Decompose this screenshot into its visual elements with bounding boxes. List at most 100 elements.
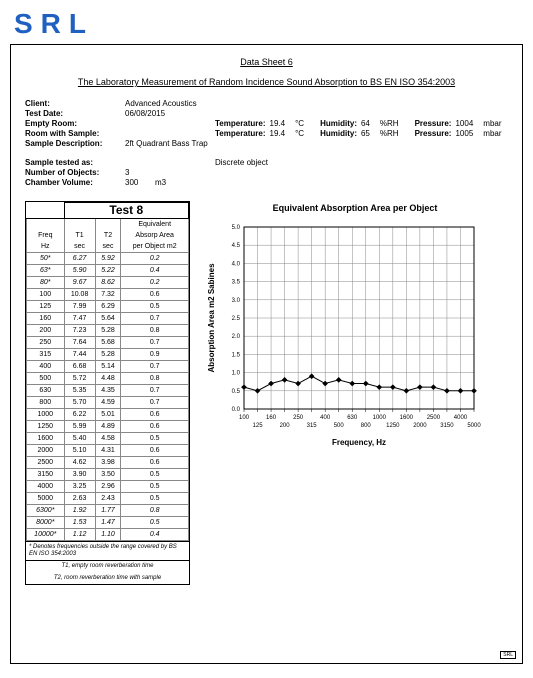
table-cell: 0.8: [121, 373, 189, 385]
table-cell: 0.5: [121, 469, 189, 481]
table-cell: 5.72: [64, 373, 95, 385]
table-cell: 200: [27, 325, 65, 337]
table-cell: 50*: [27, 253, 65, 265]
table-cell: 80*: [27, 277, 65, 289]
table-cell: 7.32: [95, 289, 121, 301]
table-cell: 5.99: [64, 421, 95, 433]
svg-text:2.0: 2.0: [232, 334, 241, 340]
table-cell: 1.10: [95, 529, 121, 541]
hum-label: Humidity:: [320, 119, 357, 128]
room-sample-label: Room with Sample:: [25, 129, 125, 138]
table-cell: 0.6: [121, 409, 189, 421]
data-table: Test 8 FreqHz T1sec T2sec Equivalent Abs…: [25, 201, 190, 585]
table-cell: 4.62: [64, 457, 95, 469]
table-cell: 10.08: [64, 289, 95, 301]
table-cell: 2500: [27, 457, 65, 469]
table-row: 10000*1.121.100.4: [27, 529, 189, 541]
table-row: 2507.645.680.7: [27, 337, 189, 349]
table-cell: 2.43: [95, 493, 121, 505]
table-cell: 5.92: [95, 253, 121, 265]
table-cell: 5.70: [64, 397, 95, 409]
table-cell: 0.4: [121, 265, 189, 277]
svg-text:0.0: 0.0: [232, 407, 241, 413]
table-cell: 6.22: [64, 409, 95, 421]
th-t1: T1: [76, 232, 84, 239]
svg-text:0.5: 0.5: [232, 389, 241, 395]
table-row: 10006.225.010.6: [27, 409, 189, 421]
test-date-row: Test Date: 06/08/2015: [25, 109, 508, 118]
svg-text:1250: 1250: [386, 423, 400, 429]
svg-text:400: 400: [320, 415, 331, 421]
table-cell: 5.28: [95, 325, 121, 337]
table-row: 20005.104.310.6: [27, 445, 189, 457]
table-row: 63*5.905.220.4: [27, 265, 189, 277]
table-cell: 0.6: [121, 445, 189, 457]
table-cell: 0.5: [121, 301, 189, 313]
sample-desc-row: Sample Description: 2ft Quadrant Bass Tr…: [25, 139, 508, 148]
svg-text:Frequency, Hz: Frequency, Hz: [332, 438, 386, 447]
table-cell: 6.29: [95, 301, 121, 313]
svg-text:2000: 2000: [413, 423, 427, 429]
table-row: 80*9.678.620.2: [27, 277, 189, 289]
svg-text:500: 500: [334, 423, 345, 429]
table-row: 8000*1.531.470.5: [27, 517, 189, 529]
table-cell: 0.7: [121, 337, 189, 349]
table-cell: 1600: [27, 433, 65, 445]
svg-text:3150: 3150: [440, 423, 454, 429]
table-cell: 5.22: [95, 265, 121, 277]
table-cell: 0.7: [121, 385, 189, 397]
table-cell: 500: [27, 373, 65, 385]
table-cell: 9.67: [64, 277, 95, 289]
table-cell: 5.01: [95, 409, 121, 421]
th-t2: T2: [104, 232, 112, 239]
pres-label: Pressure:: [415, 119, 452, 128]
table-cell: 5.40: [64, 433, 95, 445]
table-cell: 800: [27, 397, 65, 409]
table-row: 3157.445.280.9: [27, 349, 189, 361]
table-cell: 0.6: [121, 421, 189, 433]
sample-desc-value: 2ft Quadrant Bass Trap: [125, 139, 208, 148]
th-eq2: Absorp Area: [135, 232, 174, 239]
table-cell: 7.47: [64, 313, 95, 325]
table-cell: 2.63: [64, 493, 95, 505]
svg-text:315: 315: [307, 423, 318, 429]
svg-text:1.0: 1.0: [232, 371, 241, 377]
svg-text:2.5: 2.5: [232, 316, 241, 322]
table-row: 2007.235.280.8: [27, 325, 189, 337]
empty-hum-u: %RH: [380, 119, 399, 128]
svg-text:5.0: 5.0: [232, 225, 241, 231]
table-cell: 250: [27, 337, 65, 349]
svg-text:200: 200: [280, 423, 291, 429]
table-cell: 4000: [27, 481, 65, 493]
svg-text:100: 100: [239, 415, 250, 421]
hum-label-2: Humidity:: [320, 129, 357, 138]
table-cell: 5.14: [95, 361, 121, 373]
temp-label-2: Temperature:: [215, 129, 266, 138]
table-cell: 6.27: [64, 253, 95, 265]
th-eq3: per Object m2: [133, 243, 177, 250]
th-freq: Freq: [38, 232, 52, 239]
table-cell: 0.5: [121, 481, 189, 493]
footnote-3: T2, room reverberation time with sample: [26, 573, 189, 584]
sample-hum: 65: [361, 129, 370, 138]
empty-hum: 64: [361, 119, 370, 128]
table-cell: 0.5: [121, 433, 189, 445]
sample-tested-label: Sample tested as:: [25, 158, 125, 167]
table-row: 4006.685.140.7: [27, 361, 189, 373]
absorption-chart: 0.00.51.01.52.02.53.03.54.04.55.01001251…: [202, 219, 482, 449]
empty-pres-u: mbar: [483, 119, 501, 128]
svg-text:125: 125: [253, 423, 264, 429]
svg-text:1.5: 1.5: [232, 352, 241, 358]
table-cell: 8000*: [27, 517, 65, 529]
table-row: 6300*1.921.770.8: [27, 505, 189, 517]
chart-container: Equivalent Absorption Area per Object 0.…: [202, 201, 508, 585]
table-cell: 63*: [27, 265, 65, 277]
sample-pres: 1005: [455, 129, 473, 138]
empty-pres: 1004: [455, 119, 473, 128]
table-row: 40003.252.960.5: [27, 481, 189, 493]
svg-text:1600: 1600: [400, 415, 414, 421]
empty-temp: 19.4: [270, 119, 286, 128]
table-cell: 5.90: [64, 265, 95, 277]
svg-text:4.0: 4.0: [232, 261, 241, 267]
table-cell: 3.90: [64, 469, 95, 481]
